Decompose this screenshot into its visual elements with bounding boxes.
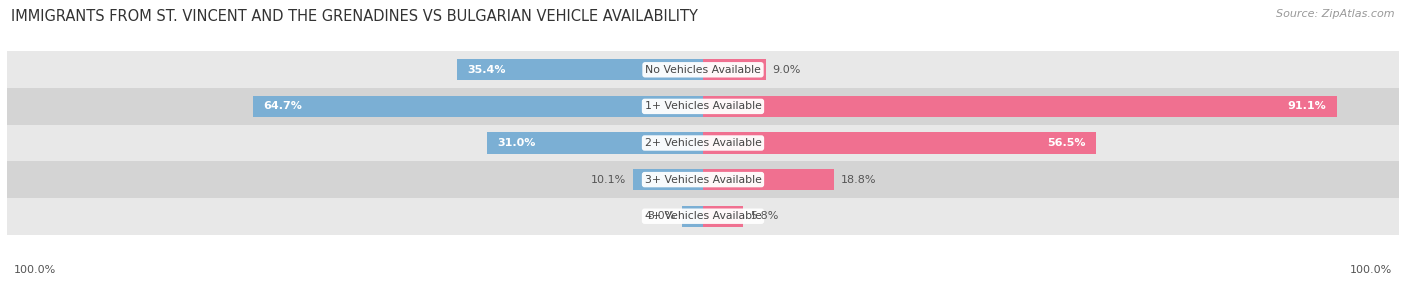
Text: 100.0%: 100.0% (1350, 265, 1392, 275)
Text: 64.7%: 64.7% (263, 102, 302, 111)
Text: IMMIGRANTS FROM ST. VINCENT AND THE GRENADINES VS BULGARIAN VEHICLE AVAILABILITY: IMMIGRANTS FROM ST. VINCENT AND THE GREN… (11, 9, 699, 23)
Bar (457, 59, 703, 80)
Text: 100.0%: 100.0% (14, 265, 56, 275)
Text: 4+ Vehicles Available: 4+ Vehicles Available (644, 211, 762, 221)
Text: 3+ Vehicles Available: 3+ Vehicles Available (644, 175, 762, 184)
Bar (488, 132, 703, 154)
Bar (682, 206, 703, 227)
Text: 9.0%: 9.0% (773, 65, 801, 75)
Text: Source: ZipAtlas.com: Source: ZipAtlas.com (1277, 9, 1395, 19)
Bar (703, 206, 744, 227)
Bar (703, 169, 834, 190)
Text: 5.8%: 5.8% (751, 211, 779, 221)
Bar (703, 132, 1097, 154)
Bar (703, 96, 1337, 117)
Bar (7, 198, 1399, 235)
Text: 18.8%: 18.8% (841, 175, 876, 184)
Text: 3.0%: 3.0% (647, 211, 675, 221)
Bar (7, 125, 1399, 161)
Text: 1+ Vehicles Available: 1+ Vehicles Available (644, 102, 762, 111)
Text: 56.5%: 56.5% (1047, 138, 1085, 148)
Text: 91.1%: 91.1% (1288, 102, 1327, 111)
Bar (7, 51, 1399, 88)
Text: No Vehicles Available: No Vehicles Available (645, 65, 761, 75)
Bar (7, 88, 1399, 125)
Bar (703, 59, 766, 80)
Text: 10.1%: 10.1% (591, 175, 626, 184)
Bar (633, 169, 703, 190)
Text: 2+ Vehicles Available: 2+ Vehicles Available (644, 138, 762, 148)
Text: 35.4%: 35.4% (467, 65, 506, 75)
Bar (253, 96, 703, 117)
Bar (7, 161, 1399, 198)
Text: 31.0%: 31.0% (498, 138, 536, 148)
